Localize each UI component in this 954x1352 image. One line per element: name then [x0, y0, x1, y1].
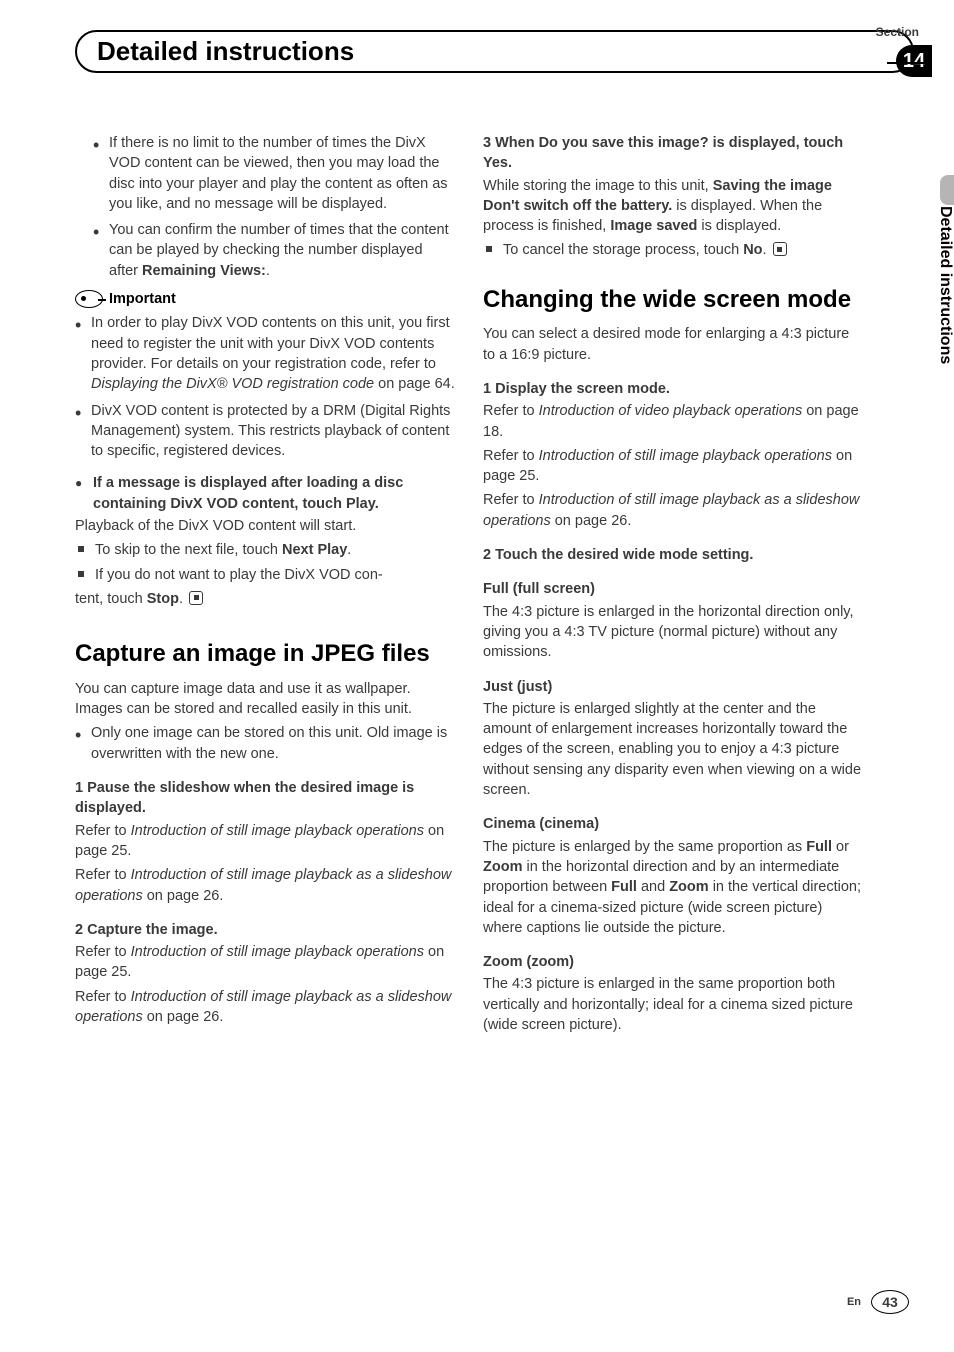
text: on page 26.	[143, 1009, 224, 1025]
full-body: The 4:3 picture is enlarged in the horiz…	[483, 602, 863, 663]
wide-step-1-ref2: Refer to Introduction of still image pla…	[483, 446, 863, 487]
text: Refer to	[75, 823, 131, 839]
wide-intro: You can select a desired mode for enlarg…	[483, 324, 863, 365]
step-3-square-list: To cancel the storage process, touch No.	[483, 240, 863, 260]
right-column: 3 When Do you save this image? is displa…	[483, 133, 863, 1039]
text-italic: Introduction of video playback operation…	[539, 403, 803, 419]
important-icon	[75, 290, 103, 308]
end-mark-icon	[189, 591, 203, 605]
list-item: In order to play DivX VOD contents on th…	[75, 313, 455, 394]
wide-step-1-ref3: Refer to Introduction of still image pla…	[483, 490, 863, 531]
message-step-body: Playback of the DivX VOD content will st…	[75, 516, 455, 536]
side-tab: Detailed instructions	[936, 175, 954, 455]
page-title: Detailed instructions	[97, 36, 874, 67]
text: on page 26.	[143, 888, 224, 904]
text-bold: Stop	[147, 591, 179, 607]
capture-heading: Capture an image in JPEG files	[75, 637, 455, 671]
list-item: You can confirm the number of times that…	[93, 220, 455, 281]
text-italic: VOD registration code	[227, 376, 374, 392]
text: To skip to the next file, touch	[95, 542, 282, 558]
full-subhead: Full (full screen)	[483, 579, 863, 599]
text: While storing the image to this unit,	[483, 178, 713, 194]
message-cont: tent, touch Stop.	[75, 589, 455, 609]
wide-step-2-head: 2 Touch the desired wide mode setting.	[483, 545, 863, 565]
step-2-head: 2 Capture the image.	[75, 920, 455, 940]
title-box: Detailed instructions	[75, 30, 914, 73]
zoom-subhead: Zoom (zoom)	[483, 952, 863, 972]
section-label: Section	[876, 25, 919, 39]
list-item: To cancel the storage process, touch No.	[483, 240, 863, 260]
content-columns: If there is no limit to the number of ti…	[75, 133, 914, 1039]
capture-bullet-list: Only one image can be stored on this uni…	[75, 723, 455, 764]
list-item: If there is no limit to the number of ti…	[93, 133, 455, 214]
text: on page 26.	[551, 513, 632, 529]
text-italic: Introduction of still image playback as …	[483, 492, 859, 528]
step-1-head: 1 Pause the slideshow when the desired i…	[75, 778, 455, 819]
section-number-badge: 14	[896, 45, 932, 77]
top-bullet-list: If there is no limit to the number of ti…	[75, 133, 455, 281]
title-connector-line	[887, 62, 932, 64]
page-number: 43	[871, 1290, 909, 1314]
step-2-ref1: Refer to Introduction of still image pla…	[75, 942, 455, 983]
end-mark-icon	[773, 242, 787, 256]
text: Refer to	[483, 403, 539, 419]
header-section: Section 14 Detailed instructions	[75, 30, 914, 73]
text: Refer to	[75, 867, 131, 883]
text-bold: Full	[611, 879, 637, 895]
text-bold: Next Play	[282, 542, 347, 558]
important-heading: Important	[75, 289, 455, 309]
text: is displayed.	[697, 218, 781, 234]
footer-lang: En	[847, 1296, 861, 1308]
step-3-body: While storing the image to this unit, Sa…	[483, 176, 863, 237]
left-column: If there is no limit to the number of ti…	[75, 133, 455, 1039]
zoom-body: The 4:3 picture is enlarged in the same …	[483, 974, 863, 1035]
step-3-head: 3 When Do you save this image? is displa…	[483, 133, 863, 174]
list-item: If you do not want to play the DivX VOD …	[75, 565, 455, 585]
list-item: To skip to the next file, touch Next Pla…	[75, 540, 455, 560]
wide-step-1-head: 1 Display the screen mode.	[483, 379, 863, 399]
text-bold: No	[743, 242, 762, 258]
text-italic: Introduction of still image playback ope…	[131, 823, 424, 839]
side-tab-label: Detailed instructions	[936, 200, 954, 364]
wide-step-1-ref1: Refer to Introduction of video playback …	[483, 401, 863, 442]
text: on page 64.	[374, 376, 455, 392]
text-sup: ®	[217, 376, 228, 392]
text-bold: Zoom	[483, 859, 522, 875]
cinema-subhead: Cinema (cinema)	[483, 814, 863, 834]
remaining-views-label: Remaining Views:	[142, 263, 266, 279]
text-italic: Introduction of still image playback as …	[75, 989, 451, 1025]
text-bold: Full	[806, 839, 832, 855]
message-step-head: If a message is displayed after loading …	[75, 473, 455, 514]
important-label-text: Important	[109, 289, 176, 309]
important-list: In order to play DivX VOD contents on th…	[75, 313, 455, 461]
text: In order to play DivX VOD contents on th…	[91, 315, 450, 372]
message-square-list: To skip to the next file, touch Next Pla…	[75, 540, 455, 585]
text: To cancel the storage process, touch	[503, 242, 743, 258]
text-italic: Displaying the DivX	[91, 376, 217, 392]
text-bold: Zoom	[669, 879, 708, 895]
step-1-ref1: Refer to Introduction of still image pla…	[75, 821, 455, 862]
text-italic: Introduction of still image playback ope…	[131, 944, 424, 960]
wide-screen-heading: Changing the wide screen mode	[483, 283, 863, 317]
text: The picture is enlarged by the same prop…	[483, 839, 806, 855]
step-1-ref2: Refer to Introduction of still image pla…	[75, 865, 455, 906]
text: Refer to	[483, 448, 539, 464]
just-body: The picture is enlarged slightly at the …	[483, 699, 863, 800]
text: tent, touch	[75, 591, 147, 607]
text-italic: Introduction of still image playback ope…	[539, 448, 832, 464]
footer: En 43	[847, 1290, 909, 1314]
text: Refer to	[483, 492, 539, 508]
just-subhead: Just (just)	[483, 677, 863, 697]
text: or	[832, 839, 849, 855]
list-item: DivX VOD content is protected by a DRM (…	[75, 401, 455, 462]
text: Refer to	[75, 944, 131, 960]
text: Refer to	[75, 989, 131, 1005]
text: and	[637, 879, 669, 895]
text-bold: Image saved	[610, 218, 697, 234]
text-italic: Introduction of still image playback as …	[75, 867, 451, 903]
cinema-body: The picture is enlarged by the same prop…	[483, 837, 863, 938]
step-2-ref2: Refer to Introduction of still image pla…	[75, 987, 455, 1028]
list-item: Only one image can be stored on this uni…	[75, 723, 455, 764]
capture-intro: You can capture image data and use it as…	[75, 679, 455, 720]
